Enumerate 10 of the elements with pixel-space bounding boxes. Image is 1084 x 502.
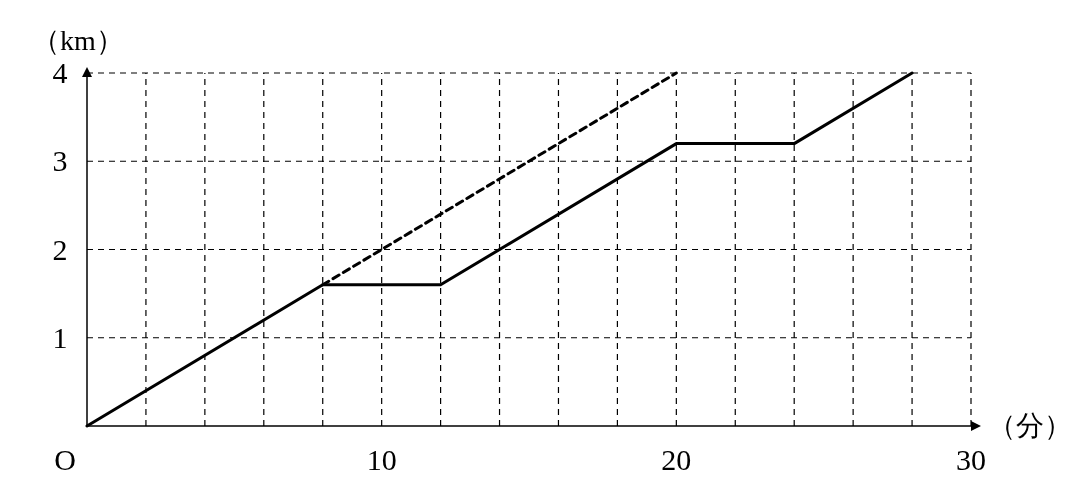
y-tick-label: 4	[52, 56, 68, 89]
x-tick-label: 20	[661, 443, 692, 476]
y-axis-title: （km）	[32, 25, 124, 56]
y-tick-label: 3	[52, 144, 68, 178]
x-axis-title: （分）	[988, 410, 1072, 441]
y-tick-label: 1	[52, 320, 68, 354]
x-tick-label: 30	[956, 443, 986, 476]
text: O	[54, 443, 76, 476]
x-tick-label: 10	[366, 443, 397, 476]
y-tick-label: 2	[52, 232, 68, 266]
